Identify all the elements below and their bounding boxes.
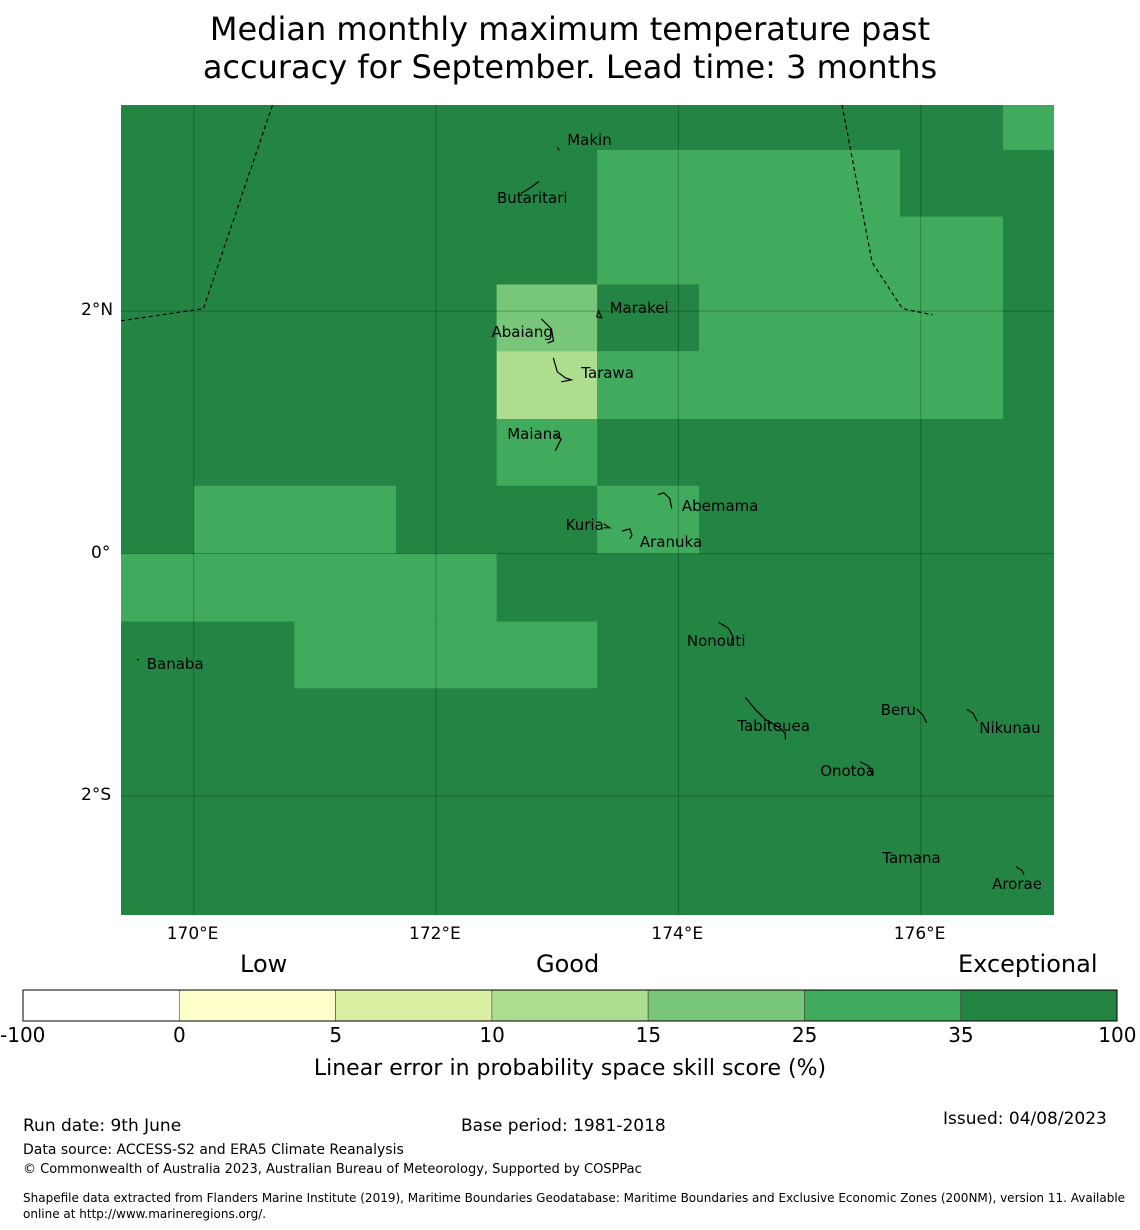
island-outlines [136,147,1025,875]
skill-cells [121,105,1054,915]
title-line-2: accuracy for September. Lead time: 3 mon… [202,48,938,86]
skill-cell [294,621,598,689]
island-outline [541,318,555,344]
lat-tick-label: 2°S [81,785,112,806]
legend-word-exceptional: Exceptional [958,950,1098,978]
place-label: Nikunau [979,719,1041,738]
colorbar-segment [22,989,180,1022]
shapefile-credit-line-2: online at http://www.marineregions.org/. [23,1207,267,1221]
shapefile-credit-line-1: Shapefile data extracted from Flanders M… [23,1191,1126,1205]
island-outline [916,708,928,724]
skill-cell [496,351,598,420]
lon-tick-label: 176°E [893,924,946,944]
place-label: Maiana [507,424,562,443]
legend-word-low: Low [240,950,288,978]
place-label: Arorae [992,874,1042,893]
title-line-1: Median monthly maximum temperature past [209,10,931,48]
island-outline [621,528,633,540]
colorbar-tick: 5 [329,1023,343,1047]
issued-date: Issued: 04/08/2023 [943,1109,1107,1129]
lon-tick-label: 172°E [409,924,461,944]
skill-cell [597,284,699,352]
colorbar-tick: 0 [173,1023,186,1047]
island-outline [1015,866,1025,875]
colorbar-label: Linear error in probability space skill … [313,1056,827,1081]
data-source: Data source: ACCESS-S2 and ERA5 Climate … [23,1142,404,1158]
place-label: Marakei [609,298,669,317]
island-outline [859,761,874,777]
place-label: Onotoa [820,761,875,780]
place-label: Kuria [565,515,604,534]
place-label: Butaritari [496,189,568,208]
place-label: Aranuka [639,533,703,552]
colorbar-segment [647,989,805,1022]
island-outline [552,357,574,383]
colorbar-tick: 100 [1098,1023,1137,1047]
skill-cell [496,284,598,352]
skill-cell [193,485,397,554]
place-label: Beru [880,700,916,719]
copyright-notice: © Commonwealth of Australia 2023, Austra… [23,1162,642,1177]
island-outline [556,147,560,151]
colorbar-tick: 15 [635,1023,662,1047]
island-outline [136,658,140,661]
colorbar-segment [335,989,493,1022]
colorbar-segment [178,989,336,1022]
colorbar-segment [804,989,962,1022]
colorbar-segment [960,989,1118,1022]
island-outline [520,180,540,194]
lat-tick-label: 0° [91,542,111,563]
skill-cell [496,419,598,486]
island-outline [554,434,562,452]
place-label: Tamana [882,848,941,867]
eez-boundary-line [120,104,274,322]
island-outline [917,854,922,859]
skill-cell [121,553,497,622]
place-label: Abaiang [491,322,553,341]
colorbar-tick: -100 [0,1023,46,1047]
legend-word-good: Good [536,950,600,978]
maritime-boundaries [120,104,933,322]
island-outline [718,621,734,645]
skill-cell [597,351,1004,420]
lat-tick-label: 2°N [81,300,114,321]
place-label: Tarawa [581,363,634,382]
chart-title: Median monthly maximum temperature past … [0,10,1140,86]
island-outline [596,309,603,319]
colorbar-segment [491,989,649,1022]
lon-tick-label: 174°E [651,924,704,944]
island-outline [657,492,673,509]
colorbar-tick: 35 [948,1023,974,1047]
skill-cell [1003,105,1054,150]
place-label: Nonouti [686,632,746,651]
colorbar-frame [22,989,1118,1022]
place-label: Makin [567,131,612,150]
skill-cell [597,149,901,217]
place-label: Tabiteuea [737,717,810,736]
place-label: Banaba [146,655,204,674]
run-date: Run date: 9th June [23,1116,182,1136]
eez-boundary-line [841,104,933,316]
lon-tick-label: 170°E [166,924,219,944]
island-outline [603,523,612,529]
island-outline [744,697,786,740]
colorbar-tick: 25 [791,1023,818,1047]
base-period: Base period: 1981-2018 [461,1116,666,1136]
colorbar-tick: 10 [479,1023,505,1047]
colorbar [22,989,1118,1022]
skill-cell [597,485,699,554]
island-outline [966,708,978,722]
place-label: Abemama [681,496,759,515]
gridlines [121,105,1054,915]
